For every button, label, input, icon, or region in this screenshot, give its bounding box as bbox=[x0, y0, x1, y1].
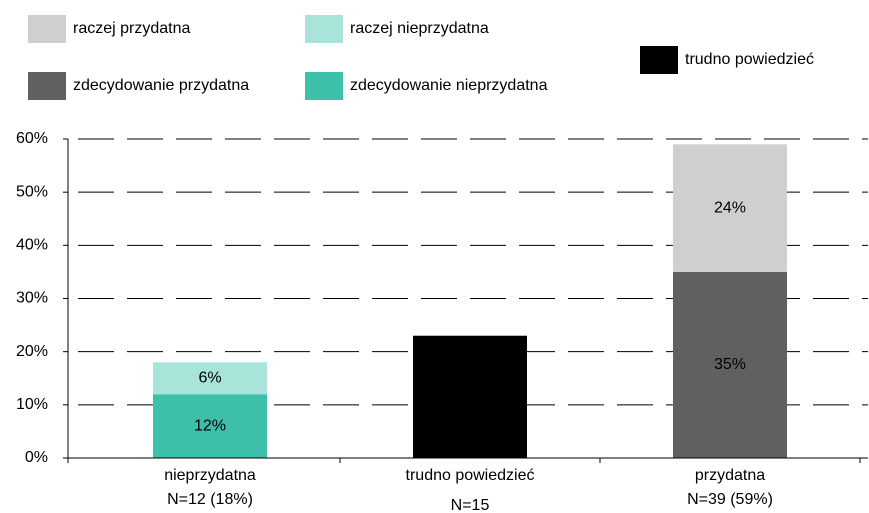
bar-segment bbox=[153, 394, 267, 458]
legend-label: raczej przydatna bbox=[73, 20, 190, 37]
data-label: 24% bbox=[714, 199, 746, 216]
legend-swatch bbox=[28, 72, 66, 100]
bar-segment bbox=[673, 144, 787, 272]
y-tick-label: 20% bbox=[16, 343, 48, 360]
legend-label: zdecydowanie przydatna bbox=[73, 77, 249, 94]
y-tick-label: 30% bbox=[16, 290, 48, 307]
x-tick-sublabel: N=12 (18%) bbox=[167, 491, 253, 508]
legend-label: raczej nieprzydatna bbox=[350, 20, 489, 37]
legend-label: zdecydowanie nieprzydatna bbox=[350, 77, 548, 94]
x-tick-sublabel: N=39 (59%) bbox=[687, 491, 773, 508]
x-tick-label: nieprzydatna bbox=[164, 467, 256, 484]
x-tick-sublabel: N=15 bbox=[451, 497, 490, 513]
legend-swatch bbox=[305, 72, 343, 100]
y-tick-label: 40% bbox=[16, 237, 48, 254]
y-tick-label: 60% bbox=[16, 130, 48, 147]
y-tick-label: 10% bbox=[16, 396, 48, 413]
bar-segment bbox=[413, 335, 527, 458]
x-tick-label: trudno powiedzieć bbox=[406, 467, 535, 484]
data-label: 6% bbox=[198, 369, 221, 386]
bar-segment bbox=[153, 362, 267, 395]
y-tick-label: 0% bbox=[25, 449, 48, 466]
legend-swatch bbox=[28, 15, 66, 43]
legend-label: trudno powiedzieć bbox=[685, 51, 814, 68]
data-label: 12% bbox=[194, 417, 226, 434]
bar-segment bbox=[673, 271, 787, 458]
legend-swatch bbox=[640, 46, 678, 74]
y-tick-label: 50% bbox=[16, 183, 48, 200]
x-tick-label: przydatna bbox=[695, 467, 765, 484]
data-label: 23% bbox=[454, 388, 486, 405]
legend-swatch bbox=[305, 15, 343, 43]
data-label: 35% bbox=[714, 356, 746, 373]
